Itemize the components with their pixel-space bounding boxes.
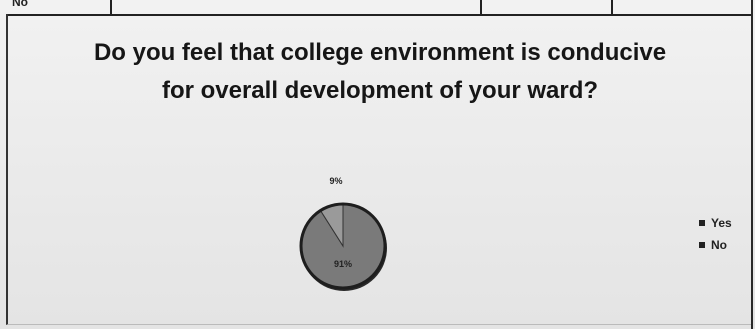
legend-label-no: No [711, 238, 727, 252]
chart-title: Do you feel that college environment is … [93, 39, 667, 104]
table-divider [110, 0, 112, 14]
legend-item-no: No [699, 236, 732, 254]
table-row-remnant: No [6, 0, 751, 16]
pie-outline [299, 202, 387, 290]
legend-swatch-yes [699, 220, 705, 226]
table-divider [611, 0, 613, 14]
chart-frame [6, 14, 753, 325]
legend-item-yes: Yes [699, 214, 732, 232]
chart-legend: Yes No [699, 214, 732, 258]
page-edge [751, 0, 753, 329]
data-label-yes: 91% [334, 259, 352, 269]
legend-swatch-no [699, 242, 705, 248]
table-cell-label: No [12, 0, 28, 9]
legend-label-yes: Yes [711, 216, 732, 230]
table-divider [480, 0, 482, 14]
data-label-no: 9% [329, 176, 342, 186]
